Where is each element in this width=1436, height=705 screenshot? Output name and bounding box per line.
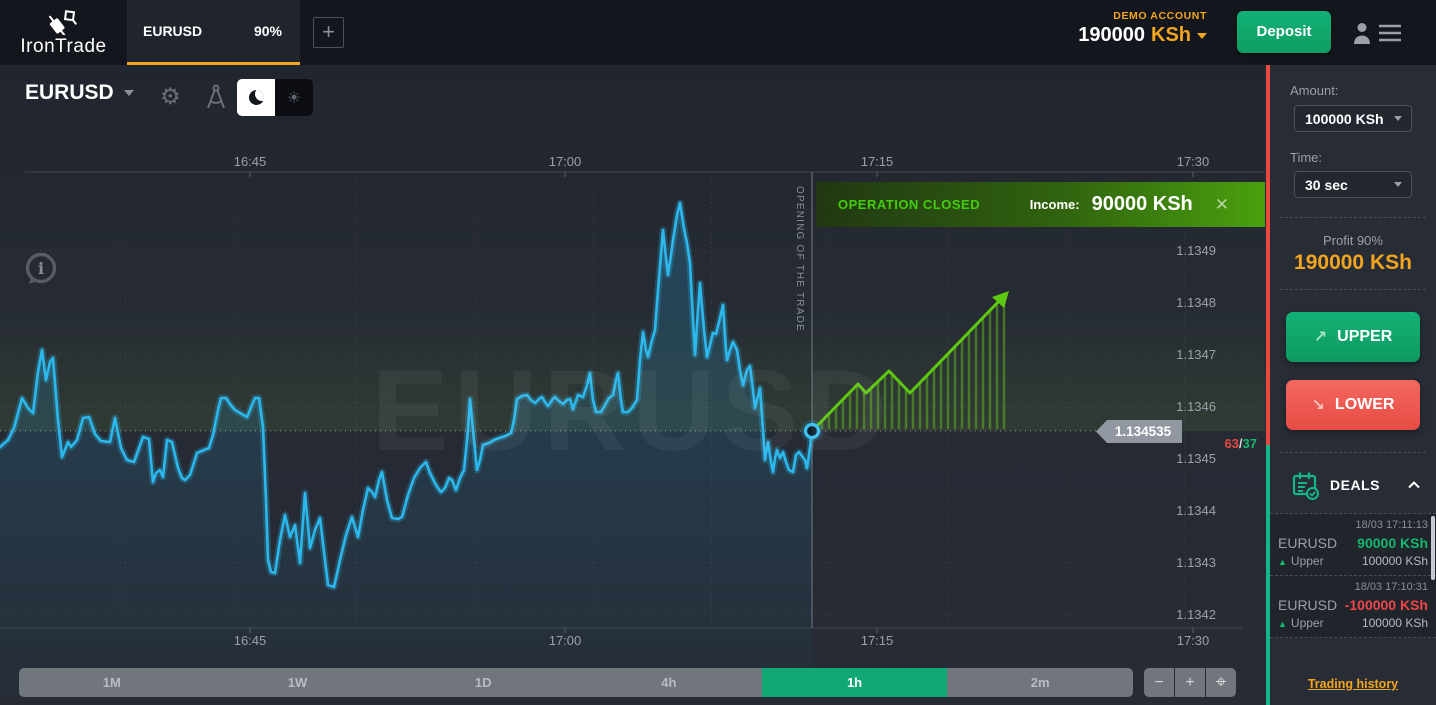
deals-calendar-icon — [1292, 472, 1319, 500]
direction-up-icon: ▲ — [1278, 557, 1287, 567]
lower-arrow-icon: ↘ — [1311, 397, 1325, 414]
time-caret-icon — [1394, 182, 1402, 187]
dark-theme-button[interactable] — [237, 79, 275, 116]
amount-select[interactable]: 100000 KSh — [1294, 105, 1412, 132]
symbol-selector-label: EURUSD — [25, 81, 114, 104]
lower-button[interactable]: ↘ LOWER — [1286, 380, 1420, 430]
deal-direction: ▲ Upper — [1278, 616, 1324, 630]
deal-result: -100000 KSh — [1344, 597, 1428, 613]
income-label: Income: — [1029, 197, 1080, 212]
deposit-button[interactable]: Deposit — [1237, 11, 1331, 53]
brand-name: IronTrade — [20, 36, 107, 57]
amount-value: 100000 KSh — [1305, 110, 1384, 127]
sun-icon: ☀ — [286, 89, 302, 107]
deal-direction: ▲ Upper — [1278, 554, 1324, 568]
timeframe-1M[interactable]: 1M — [102, 675, 121, 690]
amount-caret-icon — [1394, 116, 1402, 121]
deal-symbol: EURUSD — [1278, 535, 1338, 551]
symbol-selector[interactable]: EURUSD — [25, 81, 134, 105]
timeframe-1h[interactable]: 1h — [761, 668, 948, 697]
chevron-up-icon[interactable] — [1408, 481, 1420, 489]
deals-label: DEALS — [1330, 477, 1380, 493]
asset-tab-eurusd[interactable]: EURUSD 90% — [127, 0, 300, 65]
price-chart-canvas[interactable]: OPENING OF THE TRADE — [0, 65, 1265, 705]
moon-icon — [248, 90, 264, 105]
trade-sidebar: Amount: 100000 KSh Time: 30 sec Profit 9… — [1270, 65, 1436, 705]
time-select[interactable]: 30 sec — [1294, 171, 1412, 198]
chart-controls: EURUSD ⚙ ☀ — [0, 79, 1265, 117]
user-menu-button[interactable] — [1353, 21, 1403, 45]
account-type-label: DEMO ACCOUNT — [1113, 10, 1207, 22]
account-switcher[interactable]: DEMO ACCOUNT 190000 KSh — [1078, 10, 1207, 47]
sentiment-strip-green — [1266, 445, 1270, 705]
deals-header[interactable]: DEALS — [1270, 463, 1436, 508]
account-caret-icon — [1197, 32, 1207, 39]
profit-label: Profit 90% — [1323, 233, 1383, 248]
sentiment-strip-red — [1266, 65, 1270, 445]
operation-status-label: OPERATION CLOSED — [838, 197, 981, 212]
lower-button-label: LOWER — [1334, 396, 1395, 413]
banner-close-icon[interactable]: ✕ — [1214, 194, 1229, 214]
divider — [1280, 289, 1426, 290]
top-bar: IronTrade EURUSD 90% + DEMO ACCOUNT 1900… — [0, 0, 1436, 65]
zoom-in-button[interactable]: + — [1175, 668, 1205, 697]
zoom-out-button[interactable]: − — [1144, 668, 1174, 697]
theme-toggle: ☀ — [237, 79, 313, 116]
upper-arrow-icon: ↗ — [1313, 329, 1328, 346]
timeframe-1D[interactable]: 1D — [474, 675, 492, 690]
brand-logo[interactable]: IronTrade — [0, 0, 127, 65]
info-icon[interactable]: i — [24, 252, 58, 286]
timeframe-1W[interactable]: 1W — [287, 675, 308, 690]
trading-history-link[interactable]: Trading history — [1307, 677, 1399, 691]
light-theme-button[interactable]: ☀ — [275, 79, 313, 116]
upper-button[interactable]: ↗ UPPER — [1286, 312, 1420, 362]
divider — [1280, 452, 1426, 453]
opening-of-trade-label: OPENING OF THE TRADE — [794, 186, 805, 332]
settings-gear-icon[interactable]: ⚙ — [160, 83, 181, 109]
direction-up-icon: ▲ — [1278, 619, 1287, 629]
svg-text:i: i — [38, 259, 44, 278]
drawing-tools-icon[interactable] — [204, 83, 228, 116]
deal-stake: 100000 KSh — [1361, 616, 1428, 630]
time-label: Time: — [1290, 150, 1323, 165]
deal-row: 18/03 17:10:31 EURUSD -100000 KSh ▲ Upper 100… — [1270, 576, 1436, 638]
account-balance: 190000 — [1078, 24, 1145, 46]
account-currency: KSh — [1151, 24, 1191, 46]
amount-label: Amount: — [1290, 83, 1339, 98]
operation-closed-banner: OPERATION CLOSED Income: 90000 KSh ✕ — [816, 182, 1265, 227]
deals-scrollbar[interactable] — [1431, 516, 1435, 580]
deal-stake: 100000 KSh — [1361, 554, 1428, 568]
deal-symbol: EURUSD — [1278, 597, 1338, 613]
upper-button-label: UPPER — [1337, 328, 1393, 345]
income-value: 90000 KSh — [1091, 193, 1193, 215]
symbol-caret-icon — [123, 90, 134, 96]
tab-payout: 90% — [253, 23, 282, 39]
zoom-controls: − + ⌖ — [1144, 668, 1236, 697]
divider — [1280, 217, 1426, 218]
add-asset-button[interactable]: + — [313, 17, 344, 48]
user-and-menu-icon — [1354, 23, 1401, 44]
chart-area: EURUSD OPENING OF THE TRADE EURUSD ⚙ — [0, 65, 1265, 705]
timeframe-4h[interactable]: 4h — [661, 675, 677, 690]
deals-list: 18/03 17:11:13 EURUSD 90000 KSh ▲ Upper 10000… — [1270, 513, 1436, 638]
time-value: 30 sec — [1305, 176, 1348, 193]
deal-timestamp: 18/03 17:10:31 — [1354, 581, 1428, 593]
deal-row: 18/03 17:11:13 EURUSD 90000 KSh ▲ Upper 10000… — [1270, 513, 1436, 576]
zoom-reset-button[interactable]: ⌖ — [1206, 668, 1236, 697]
candlestick-logo-icon — [48, 10, 77, 35]
profit-value: 190000 KSh — [1294, 251, 1412, 274]
deal-timestamp: 18/03 17:11:13 — [1355, 519, 1428, 531]
tab-symbol: EURUSD — [143, 23, 203, 39]
deal-result: 90000 KSh — [1357, 535, 1428, 551]
timeframe-2m[interactable]: 2m — [1030, 675, 1050, 690]
timeframe-bar: 1M 1W 1D 4h 1h 2m — [19, 668, 1133, 697]
